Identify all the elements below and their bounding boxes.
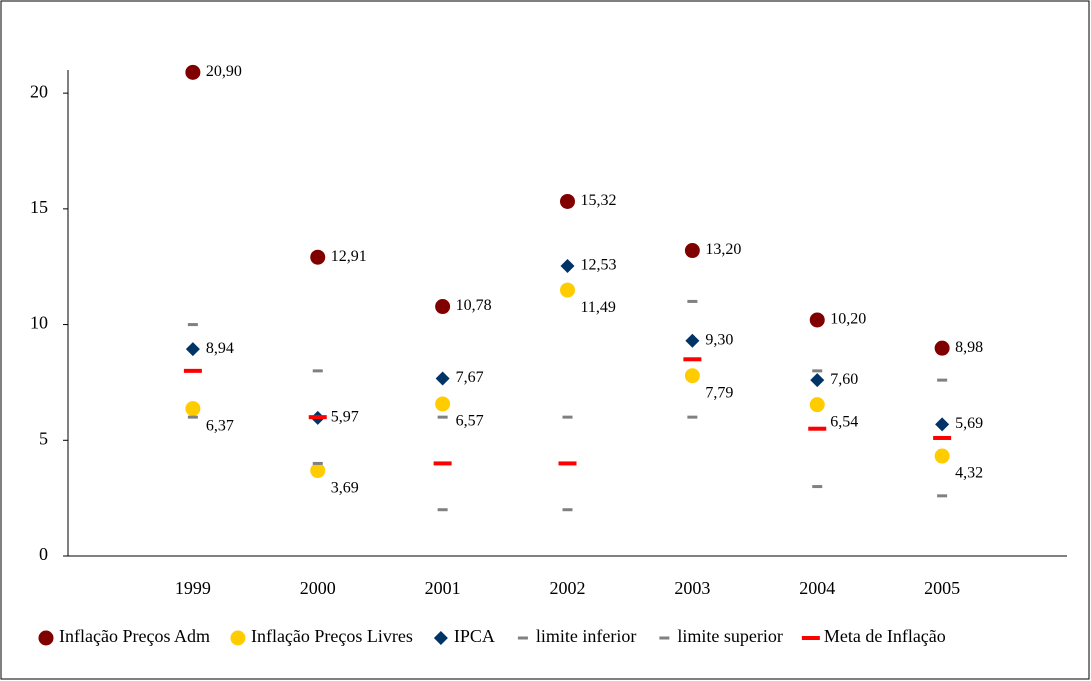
y-tick-label: 20 bbox=[30, 81, 48, 101]
marker bbox=[435, 299, 451, 315]
marker bbox=[809, 397, 825, 413]
marker bbox=[310, 463, 326, 479]
marker bbox=[558, 461, 577, 466]
value-label: 5,69 bbox=[955, 415, 983, 432]
marker bbox=[187, 415, 198, 419]
value-label: 4,32 bbox=[955, 465, 983, 482]
legend-label: Meta de Inflação bbox=[824, 626, 946, 646]
value-label: 3,69 bbox=[331, 479, 359, 496]
value-label: 13,20 bbox=[705, 241, 741, 258]
value-label: 5,97 bbox=[331, 409, 359, 426]
value-label: 12,91 bbox=[331, 248, 367, 265]
value-label: 8,98 bbox=[955, 339, 983, 356]
marker bbox=[185, 342, 200, 357]
marker bbox=[933, 435, 952, 440]
y-tick-label: 5 bbox=[39, 428, 48, 448]
legend-label: IPCA bbox=[454, 626, 495, 646]
y-tick-label: 0 bbox=[39, 544, 48, 564]
marker bbox=[934, 340, 950, 356]
marker bbox=[308, 415, 327, 420]
marker bbox=[683, 357, 702, 362]
legend-label: limite inferior bbox=[536, 626, 636, 646]
marker bbox=[562, 508, 573, 512]
marker bbox=[437, 508, 448, 512]
marker bbox=[433, 631, 448, 645]
marker bbox=[310, 249, 326, 265]
value-label: 10,20 bbox=[830, 311, 866, 328]
value-label: 6,57 bbox=[456, 413, 484, 430]
marker bbox=[684, 368, 700, 384]
marker bbox=[810, 373, 825, 388]
value-label: 12,53 bbox=[581, 257, 617, 274]
marker bbox=[187, 323, 198, 327]
marker bbox=[435, 371, 450, 386]
value-label: 11,49 bbox=[581, 299, 616, 316]
value-label: 10,78 bbox=[456, 297, 492, 314]
marker bbox=[659, 636, 670, 640]
x-tick-label: 2001 bbox=[425, 578, 461, 598]
x-tick-label: 1999 bbox=[175, 578, 211, 598]
legend-label: Inflação Preços Livres bbox=[251, 626, 413, 646]
marker bbox=[560, 259, 575, 274]
value-label: 6,54 bbox=[830, 413, 858, 430]
legend-label: limite superior bbox=[677, 626, 782, 646]
y-tick-label: 15 bbox=[30, 197, 48, 217]
marker bbox=[185, 64, 201, 80]
x-tick-label: 2005 bbox=[924, 578, 960, 598]
value-label: 8,94 bbox=[206, 340, 234, 357]
value-label: 7,60 bbox=[830, 371, 858, 388]
x-tick-label: 2004 bbox=[799, 578, 835, 598]
value-label: 20,90 bbox=[206, 63, 242, 80]
marker bbox=[937, 378, 948, 382]
marker bbox=[684, 243, 700, 259]
marker bbox=[183, 368, 202, 373]
x-tick-label: 2000 bbox=[300, 578, 336, 598]
value-label: 7,67 bbox=[456, 369, 484, 386]
marker bbox=[801, 636, 820, 640]
marker bbox=[687, 415, 698, 419]
marker bbox=[38, 630, 54, 646]
marker bbox=[433, 461, 452, 466]
marker bbox=[437, 415, 448, 419]
marker bbox=[560, 282, 575, 298]
marker bbox=[230, 630, 246, 646]
marker bbox=[685, 333, 700, 348]
marker bbox=[560, 193, 575, 209]
marker bbox=[517, 636, 528, 640]
marker bbox=[185, 401, 201, 417]
marker bbox=[808, 426, 827, 431]
marker bbox=[312, 369, 323, 373]
marker bbox=[312, 461, 323, 465]
value-label: 9,30 bbox=[705, 331, 733, 348]
marker bbox=[812, 369, 823, 373]
marker bbox=[562, 415, 573, 419]
y-tick-label: 10 bbox=[30, 313, 48, 333]
marker bbox=[687, 299, 698, 303]
marker bbox=[812, 485, 823, 489]
marker bbox=[809, 312, 825, 328]
value-label: 6,37 bbox=[206, 417, 234, 434]
x-tick-label: 2003 bbox=[674, 578, 710, 598]
value-label: 7,79 bbox=[705, 384, 733, 401]
marker bbox=[937, 494, 948, 498]
marker bbox=[935, 417, 950, 432]
legend-label: Inflação Preços Adm bbox=[59, 626, 210, 646]
marker bbox=[934, 448, 950, 464]
value-label: 15,32 bbox=[581, 192, 617, 209]
marker bbox=[435, 396, 451, 412]
x-tick-label: 2002 bbox=[550, 578, 586, 598]
